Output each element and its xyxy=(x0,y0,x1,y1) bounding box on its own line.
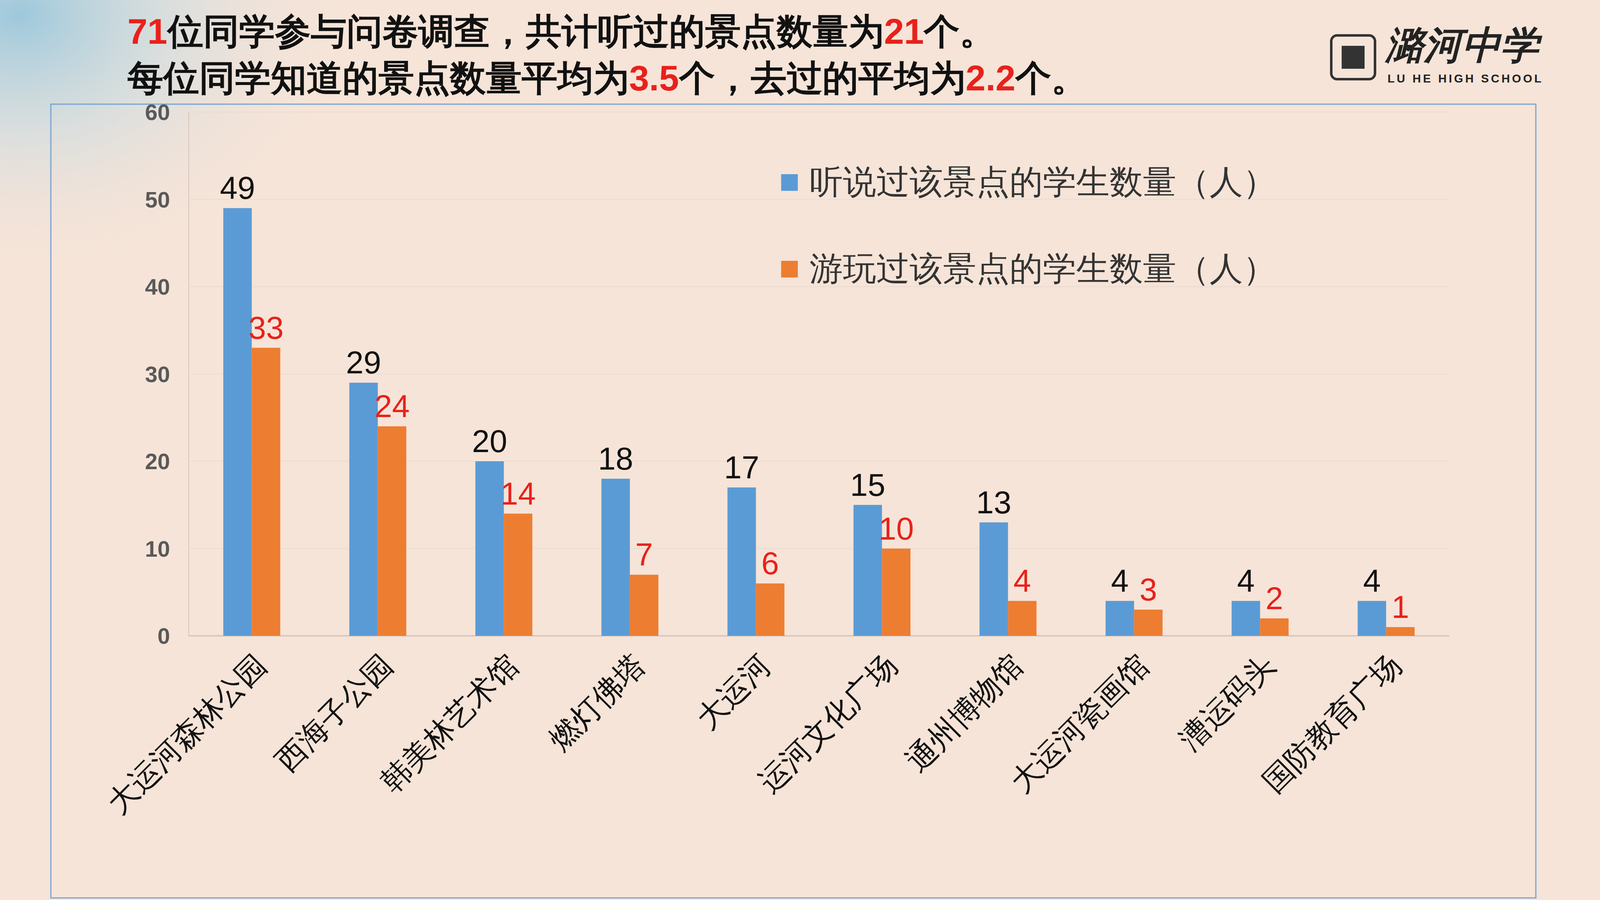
legend-swatch xyxy=(781,260,798,278)
logo: 潞河中学 LU HE HIGH SCHOOL xyxy=(1331,22,1544,85)
x-tick-label: 西海子公园 xyxy=(269,647,399,778)
header-segment: 每位同学知道的景点数量平均为 xyxy=(127,57,630,98)
header-line: 71位同学参与问卷调查，共计听过的景点数量为21个。 xyxy=(127,11,996,52)
header-segment: 个。 xyxy=(922,11,996,52)
bar xyxy=(377,426,407,636)
data-label: 15 xyxy=(850,467,886,503)
data-label: 49 xyxy=(220,170,256,206)
frame xyxy=(50,104,1536,898)
bar xyxy=(1386,627,1415,636)
data-label: 14 xyxy=(500,475,536,512)
bar xyxy=(475,461,504,636)
legend-label: 听说过该景点的学生数量（人） xyxy=(809,163,1277,201)
y-tick-label: 20 xyxy=(145,448,170,474)
data-label: 29 xyxy=(345,344,382,380)
data-labels: 4929201817151344433241476104321 xyxy=(220,170,1410,625)
x-tick-label: 燃灯佛塔 xyxy=(542,647,651,757)
header-segment: 3.5 xyxy=(629,57,680,98)
data-label: 6 xyxy=(761,545,779,581)
x-tick-label: 运河文化广场 xyxy=(752,647,903,799)
y-tick-label: 10 xyxy=(145,536,170,562)
y-tick-label: 60 xyxy=(145,99,170,125)
bar xyxy=(755,583,785,636)
data-label: 13 xyxy=(976,484,1012,520)
bar xyxy=(1357,600,1386,636)
bar xyxy=(853,505,882,636)
data-label: 2 xyxy=(1265,580,1283,616)
header-segment: 71 xyxy=(127,11,168,52)
logo-subtitle: LU HE HIGH SCHOOL xyxy=(1387,72,1544,85)
bars xyxy=(223,207,1415,636)
data-label: 4 xyxy=(1237,562,1255,599)
bar xyxy=(601,478,630,636)
x-tick-label: 大运河瓷画馆 xyxy=(1004,647,1155,799)
data-label: 33 xyxy=(248,310,284,346)
bar xyxy=(1134,609,1163,636)
bar xyxy=(1105,600,1134,636)
data-label: 24 xyxy=(374,388,410,424)
logo-icon xyxy=(1341,45,1365,69)
legend-label: 游玩过该景点的学生数量（人） xyxy=(809,250,1277,288)
y-tick-label: 30 xyxy=(145,361,170,387)
header-segment: 个。 xyxy=(1014,57,1088,98)
bar xyxy=(223,207,252,636)
background xyxy=(0,0,1600,900)
data-label: 3 xyxy=(1139,571,1158,608)
data-label: 20 xyxy=(472,423,508,459)
x-tick-label: 大运河 xyxy=(690,647,778,735)
x-tick-label: 通州博物馆 xyxy=(899,647,1030,778)
data-label: 4 xyxy=(1110,562,1129,599)
bar xyxy=(1231,600,1260,636)
legend: 听说过该景点的学生数量（人） 游玩过该景点的学生数量（人） xyxy=(781,163,1277,288)
data-label: 17 xyxy=(724,449,760,485)
data-label: 18 xyxy=(597,440,634,477)
legend-swatch xyxy=(781,174,798,191)
data-label: 7 xyxy=(635,536,653,573)
bar xyxy=(727,487,756,636)
header-segment: 个，去过的平均为 xyxy=(678,57,966,98)
bar xyxy=(503,513,533,636)
data-label: 4 xyxy=(1013,562,1031,599)
bar xyxy=(979,522,1008,636)
bar xyxy=(630,574,659,636)
y-tick-label: 0 xyxy=(157,623,170,649)
logo-icon xyxy=(1331,35,1375,80)
bar xyxy=(882,548,911,637)
bar xyxy=(1260,618,1289,636)
data-label: 4 xyxy=(1362,562,1381,599)
x-tick-label: 漕运码头 xyxy=(1172,647,1282,757)
grid-line xyxy=(188,111,1450,113)
header-segment: 21 xyxy=(884,11,925,52)
bar xyxy=(251,347,280,636)
header-line: 每位同学知道的景点数量平均为3.5个，去过的平均为2.2个。 xyxy=(127,57,1088,98)
x-tick-label: 大运河森林公园 xyxy=(100,647,273,820)
bar xyxy=(349,382,378,636)
logo-name: 潞河中学 xyxy=(1384,22,1543,68)
x-tick-label: 国防教育广场 xyxy=(1256,647,1408,799)
data-label: 10 xyxy=(878,510,915,547)
y-tick-label: 40 xyxy=(145,274,170,300)
bar xyxy=(1007,600,1037,636)
header-segment: 2.2 xyxy=(965,57,1016,98)
data-label: 1 xyxy=(1391,589,1410,625)
header-segment: 位同学参与问卷调查，共计听过的景点数量为 xyxy=(166,11,885,52)
x-tick-label: 韩美林艺术馆 xyxy=(374,647,525,799)
y-tick-label: 50 xyxy=(145,187,170,213)
slide: 71位同学参与问卷调查，共计听过的景点数量为21个。每位同学知道的景点数量平均为… xyxy=(0,0,1600,900)
